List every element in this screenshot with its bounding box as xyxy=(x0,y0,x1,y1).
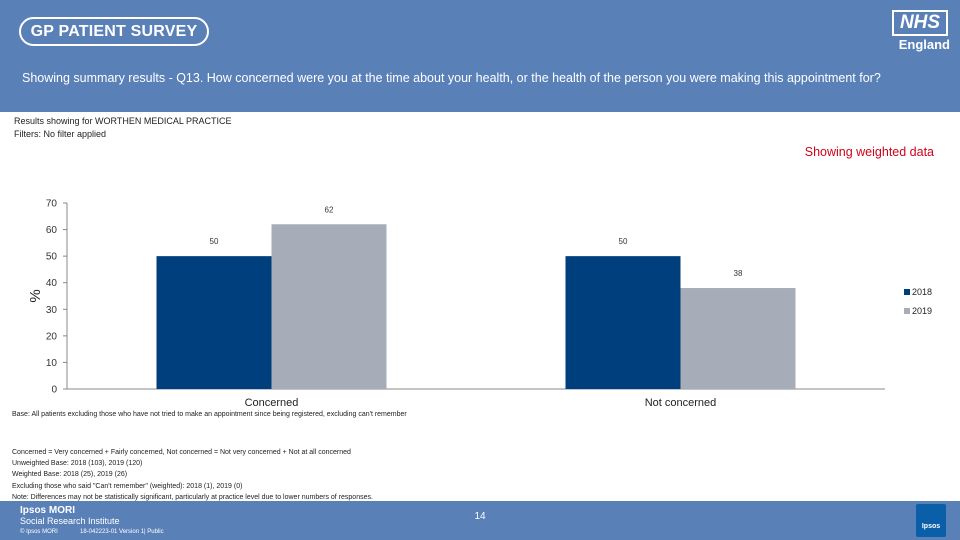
data-labels-group: 50 62 50 38 xyxy=(210,205,743,278)
filters-label: Filters: No filter applied xyxy=(14,129,107,139)
legend-swatch-2019 xyxy=(904,308,910,314)
bar-2018-concerned xyxy=(156,256,272,389)
category-label: Concerned xyxy=(245,397,299,409)
ipsos-division: Social Research Institute xyxy=(20,516,120,526)
category-labels-group: Concerned Not concerned xyxy=(245,397,717,409)
data-label: 62 xyxy=(325,205,334,214)
y-tick-label: 20 xyxy=(46,331,58,342)
note-line: Unweighted Base: 2018 (103), 2019 (120) xyxy=(12,460,143,468)
nhs-logo: NHS xyxy=(892,10,948,36)
y-axis-title: % xyxy=(27,289,44,302)
bar-2019-concerned xyxy=(271,224,387,389)
y-tick-label: 50 xyxy=(46,252,58,263)
note-line: Weighted Base: 2018 (25), 2019 (26) xyxy=(12,471,128,479)
weighted-data-label: Showing weighted data xyxy=(804,145,934,159)
data-label: 38 xyxy=(734,269,743,278)
version-text: 18-042223-01 Version 1| Public xyxy=(80,529,164,535)
question-text: Showing summary results - Q13. How conce… xyxy=(22,71,881,85)
copyright-text: © Ipsos MORI xyxy=(20,529,58,535)
y-tick-label: 60 xyxy=(46,225,58,236)
bar-2019-not-concerned xyxy=(680,288,796,389)
footer-banner: Ipsos MORI Social Research Institute © I… xyxy=(0,501,960,540)
page-number: 14 xyxy=(474,511,486,522)
bars-group xyxy=(156,224,796,389)
header-banner: GP PATIENT SURVEY NHS England Showing su… xyxy=(0,0,960,112)
note-line: Concerned = Very concerned + Fairly conc… xyxy=(12,449,351,456)
note-line: Note: Differences may not be statistical… xyxy=(12,493,373,501)
legend-swatch-2018 xyxy=(904,289,910,295)
base-note: Base: All patients excluding those who h… xyxy=(12,411,407,418)
data-label: 50 xyxy=(210,237,219,246)
notes-block: Concerned = Very concerned + Fairly conc… xyxy=(12,447,373,503)
note-line: Excluding those who said "Can't remember… xyxy=(12,482,243,490)
y-tick-label: 10 xyxy=(46,358,58,369)
bar-chart: 0 10 20 30 40 50 60 70 50 62 50 38 Concerned Not co… xyxy=(27,199,932,410)
bar-2018-not-concerned xyxy=(565,256,681,389)
practice-label: Results showing for WORTHEN MEDICAL PRAC… xyxy=(14,116,232,126)
ipsos-mori-name: Ipsos MORI xyxy=(20,505,76,516)
nhs-region-label: England xyxy=(898,37,950,52)
y-tick-label: 0 xyxy=(51,385,57,396)
y-tick-label: 40 xyxy=(46,278,58,289)
legend-label-2019: 2019 xyxy=(912,306,932,316)
data-label: 50 xyxy=(619,237,628,246)
gp-patient-survey-logo[interactable]: GP PATIENT SURVEY xyxy=(19,17,209,46)
y-tick-label: 30 xyxy=(46,305,58,316)
y-tick-label: 70 xyxy=(46,199,58,210)
ipsos-logo-icon: Ipsos xyxy=(916,504,946,537)
legend: 2018 2019 xyxy=(904,287,932,316)
legend-label-2018: 2018 xyxy=(912,287,932,297)
category-label: Not concerned xyxy=(645,397,717,409)
